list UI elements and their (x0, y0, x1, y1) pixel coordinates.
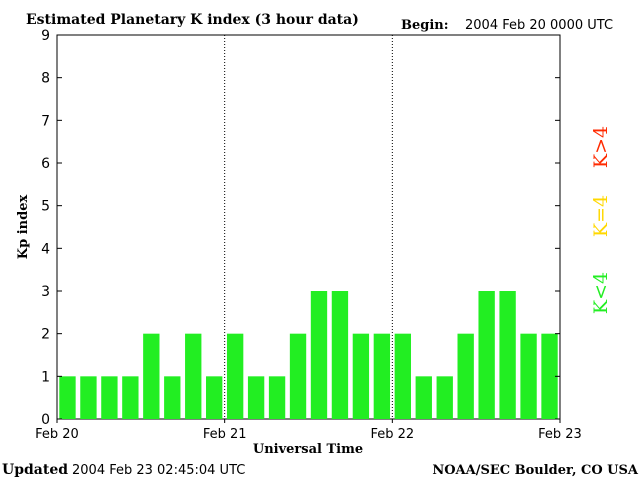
kp-bar (80, 376, 97, 419)
x-tick-label: Feb 20 (35, 427, 79, 442)
legend-k-lt4: K<4 (590, 272, 612, 314)
x-axis-ticks: Feb 20 Feb 21 Feb 22 Feb 23 (35, 419, 582, 442)
kp-bar (499, 291, 516, 419)
kp-bar (457, 333, 474, 419)
kp-bar (143, 333, 160, 419)
y-tick-label: 6 (41, 156, 50, 172)
kp-bar (541, 333, 558, 419)
y-tick-label: 5 (41, 199, 50, 215)
kp-bar (59, 376, 76, 419)
chart-title: Estimated Planetary K index (3 hour data… (26, 12, 359, 28)
kp-bar (310, 291, 328, 419)
source-credit: NOAA/SEC Boulder, CO USA (432, 463, 639, 478)
x-axis-label: Universal Time (253, 442, 363, 457)
bars-group (59, 291, 558, 419)
kp-bar (268, 376, 286, 419)
begin-value: 2004 Feb 20 0000 UTC (465, 18, 613, 33)
y-tick-label: 0 (41, 412, 50, 428)
kp-bar (352, 333, 370, 419)
y-tick-label: 8 (41, 71, 50, 87)
kp-bar (373, 333, 391, 419)
y-tick-label: 4 (41, 241, 50, 257)
kp-bar (394, 333, 411, 419)
y-tick-label: 1 (41, 369, 50, 385)
y-axis-ticks: 0 1 2 3 4 5 6 7 8 9 (41, 28, 560, 428)
x-tick-label: Feb 21 (203, 427, 247, 442)
updated-value: 2004 Feb 23 02:45:04 UTC (72, 463, 245, 478)
day-separators (224, 35, 393, 419)
kp-bar (520, 333, 537, 419)
kp-bar (247, 376, 265, 419)
legend-k-gt4: K>4 (590, 126, 612, 168)
kp-bar (164, 376, 181, 419)
plot-frame (56, 34, 561, 420)
y-tick-label: 9 (41, 28, 50, 44)
y-tick-label: 7 (41, 113, 50, 129)
kp-bar (289, 333, 307, 419)
kp-bar (122, 376, 139, 419)
updated-label: Updated (2, 462, 68, 478)
begin-label: Begin: (401, 18, 449, 33)
x-tick-label: Feb 23 (538, 427, 582, 442)
kp-bar (478, 291, 495, 419)
kp-bar (206, 376, 223, 419)
legend-k-eq4: K=4 (590, 195, 612, 237)
y-axis-label: Kp index (16, 195, 31, 260)
kp-bar (226, 333, 244, 419)
y-tick-label: 2 (41, 327, 50, 343)
x-tick-label: Feb 22 (370, 427, 414, 442)
kp-bar (331, 291, 349, 419)
kp-bar (436, 376, 453, 419)
y-tick-label: 3 (41, 284, 50, 300)
kp-bar (101, 376, 118, 419)
kp-bar (415, 376, 432, 419)
kp-bar (185, 333, 202, 419)
